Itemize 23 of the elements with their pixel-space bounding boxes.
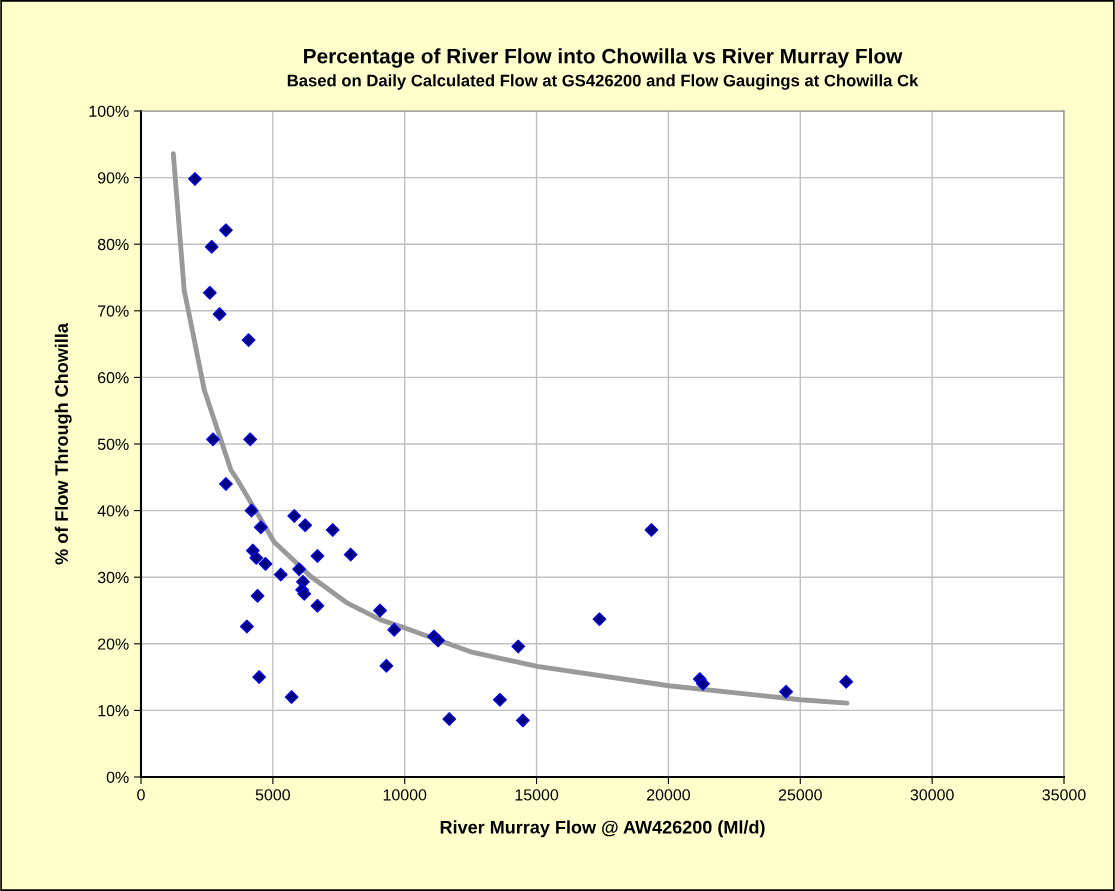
chart-title: Percentage of River Flow into Chowilla vs River Murray Flow: [304, 48, 903, 68]
x-tick-label: 20000: [647, 789, 691, 801]
chart-subtitle: Based on Daily Calculated Flow at GS426200 and Flow Gaugings at Chowilla Ck: [287, 74, 919, 90]
x-tick-label: 10000: [383, 789, 427, 801]
y-tick-label: 100%: [89, 105, 129, 117]
y-tick-label: 90%: [97, 172, 129, 184]
x-tick-label: 35000: [1042, 789, 1086, 801]
x-tick-label: 0: [137, 789, 145, 801]
y-tick-label: 50%: [97, 438, 129, 450]
x-tick-label: 5000: [255, 789, 290, 801]
x-tick-label: 30000: [910, 789, 954, 801]
y-tick-label: 10%: [98, 705, 129, 717]
x-tick-label: 15000: [515, 789, 559, 801]
y-tick-label: 80%: [97, 238, 129, 251]
y-tick-label: 40%: [97, 505, 129, 517]
y-tick-label: 60%: [98, 372, 129, 384]
y-tick-label: 20%: [98, 638, 129, 650]
y-tick-label: 0%: [106, 771, 129, 783]
y-axis-title: % of Flow Through Chowilla: [54, 323, 72, 565]
x-axis-title: River Murray Flow @ AW426200 (Ml/d): [440, 820, 765, 838]
x-tick-label: 25000: [778, 789, 822, 801]
y-tick-label: 70%: [98, 305, 129, 317]
y-tick-label: 30%: [97, 571, 129, 584]
